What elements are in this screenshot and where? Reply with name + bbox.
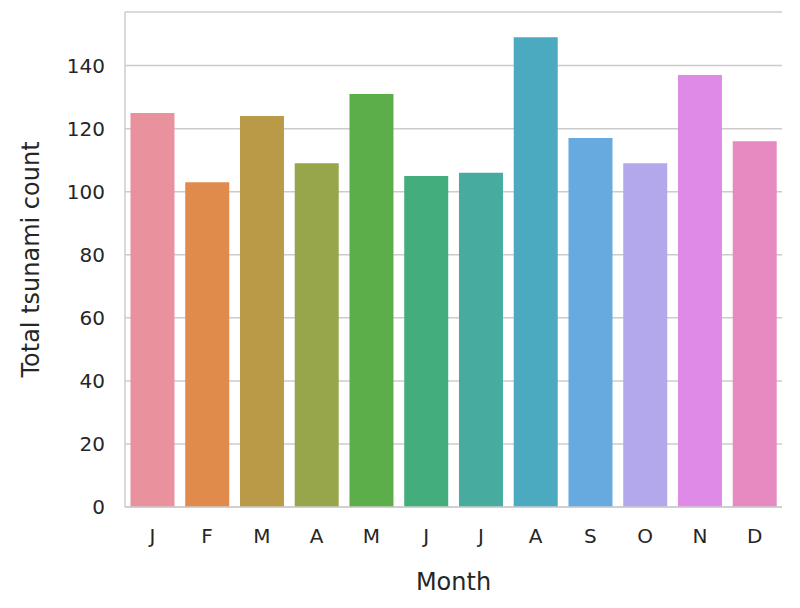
svg-text:Month: Month <box>416 568 491 596</box>
svg-text:0: 0 <box>92 495 105 519</box>
svg-text:M: M <box>253 524 270 548</box>
svg-text:40: 40 <box>80 369 105 393</box>
svg-text:80: 80 <box>80 243 105 267</box>
svg-text:S: S <box>584 524 597 548</box>
svg-text:100: 100 <box>67 180 105 204</box>
svg-text:J: J <box>476 524 484 548</box>
svg-text:140: 140 <box>67 54 105 78</box>
svg-text:J: J <box>421 524 429 548</box>
svg-text:F: F <box>201 524 213 548</box>
svg-text:Total tsunami count: Total tsunami count <box>17 141 45 378</box>
svg-text:A: A <box>310 524 324 548</box>
svg-text:D: D <box>747 524 762 548</box>
svg-text:A: A <box>529 524 543 548</box>
svg-text:60: 60 <box>80 306 105 330</box>
svg-text:J: J <box>147 524 155 548</box>
svg-text:N: N <box>692 524 707 548</box>
svg-text:M: M <box>363 524 380 548</box>
svg-text:20: 20 <box>80 432 105 456</box>
svg-text:120: 120 <box>67 117 105 141</box>
svg-text:O: O <box>637 524 653 548</box>
